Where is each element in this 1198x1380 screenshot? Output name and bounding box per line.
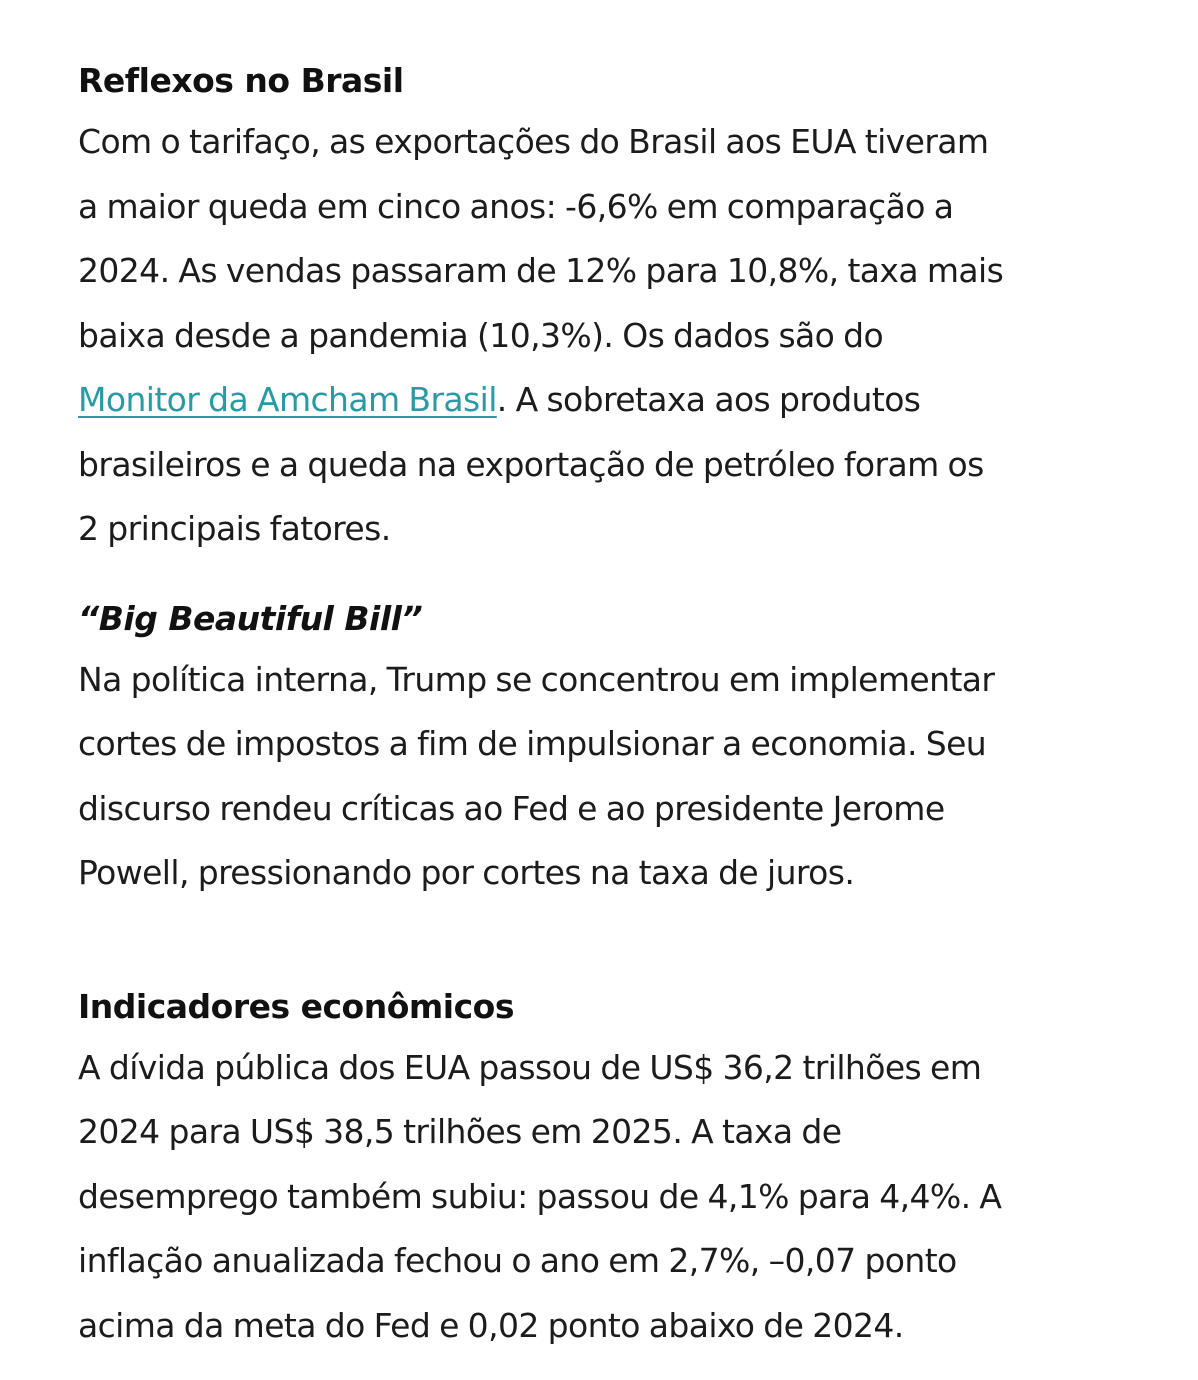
paragraph-line: inflação anualizada fechou o ano em 2,7%… xyxy=(78,1241,957,1280)
paragraph-line: baixa desde a pandemia (10,3%). Os dados… xyxy=(78,315,884,355)
paragraph-line: acima da meta do Fed e 0,02 ponto abaixo… xyxy=(78,1305,904,1345)
section-paragraph-indicadores: A dívida pública dos EUA passou de US$ 3… xyxy=(78,1036,1178,1359)
paragraph-line: 2024 para US$ 38,5 trilhões em 2025. A t… xyxy=(78,1112,842,1151)
amcham-monitor-link[interactable]: Monitor da Amcham Brasil xyxy=(78,380,497,419)
paragraph-line: desemprego também subiu: passou de 4,1% … xyxy=(78,1176,1002,1216)
section-title-big-beautiful-bill: “Big Beautiful Bill” xyxy=(78,598,423,638)
section-spacer xyxy=(78,906,1178,978)
paragraph-line: 2 principais fatores. xyxy=(78,509,391,548)
section-title-indicadores: Indicadores econômicos xyxy=(78,986,514,1026)
section-paragraph-big-beautiful-bill: Na política interna, Trump se concentrou… xyxy=(78,648,1178,906)
paragraph-line: 2024. As vendas passaram de 12% para 10,… xyxy=(78,251,1004,290)
section-spacer xyxy=(78,562,1178,590)
section-paragraph-reflexos: Com o tarifaço, as exportações do Brasil… xyxy=(78,110,1178,562)
paragraph-line: . A sobretaxa aos produtos xyxy=(496,380,921,419)
paragraph-line: cortes de impostos a fim de impulsionar … xyxy=(78,724,987,763)
paragraph-line: Com o tarifaço, as exportações do Brasil… xyxy=(78,122,989,161)
paragraph-line: Powell, pressionando por cortes na taxa … xyxy=(78,853,855,892)
paragraph-line: a maior queda em cinco anos: -6,6% em co… xyxy=(78,186,954,226)
section-title-reflexos: Reflexos no Brasil xyxy=(78,61,404,100)
paragraph-line: Na política interna, Trump se concentrou… xyxy=(78,659,995,699)
paragraph-line: A dívida pública dos EUA passou de US$ 3… xyxy=(78,1047,982,1087)
paragraph-line: brasileiros e a queda na exportação de p… xyxy=(78,444,984,484)
article-body: Reflexos no Brasil Com o tarifaço, as ex… xyxy=(78,52,1178,1358)
paragraph-line: discurso rendeu críticas ao Fed e ao pre… xyxy=(78,788,945,828)
